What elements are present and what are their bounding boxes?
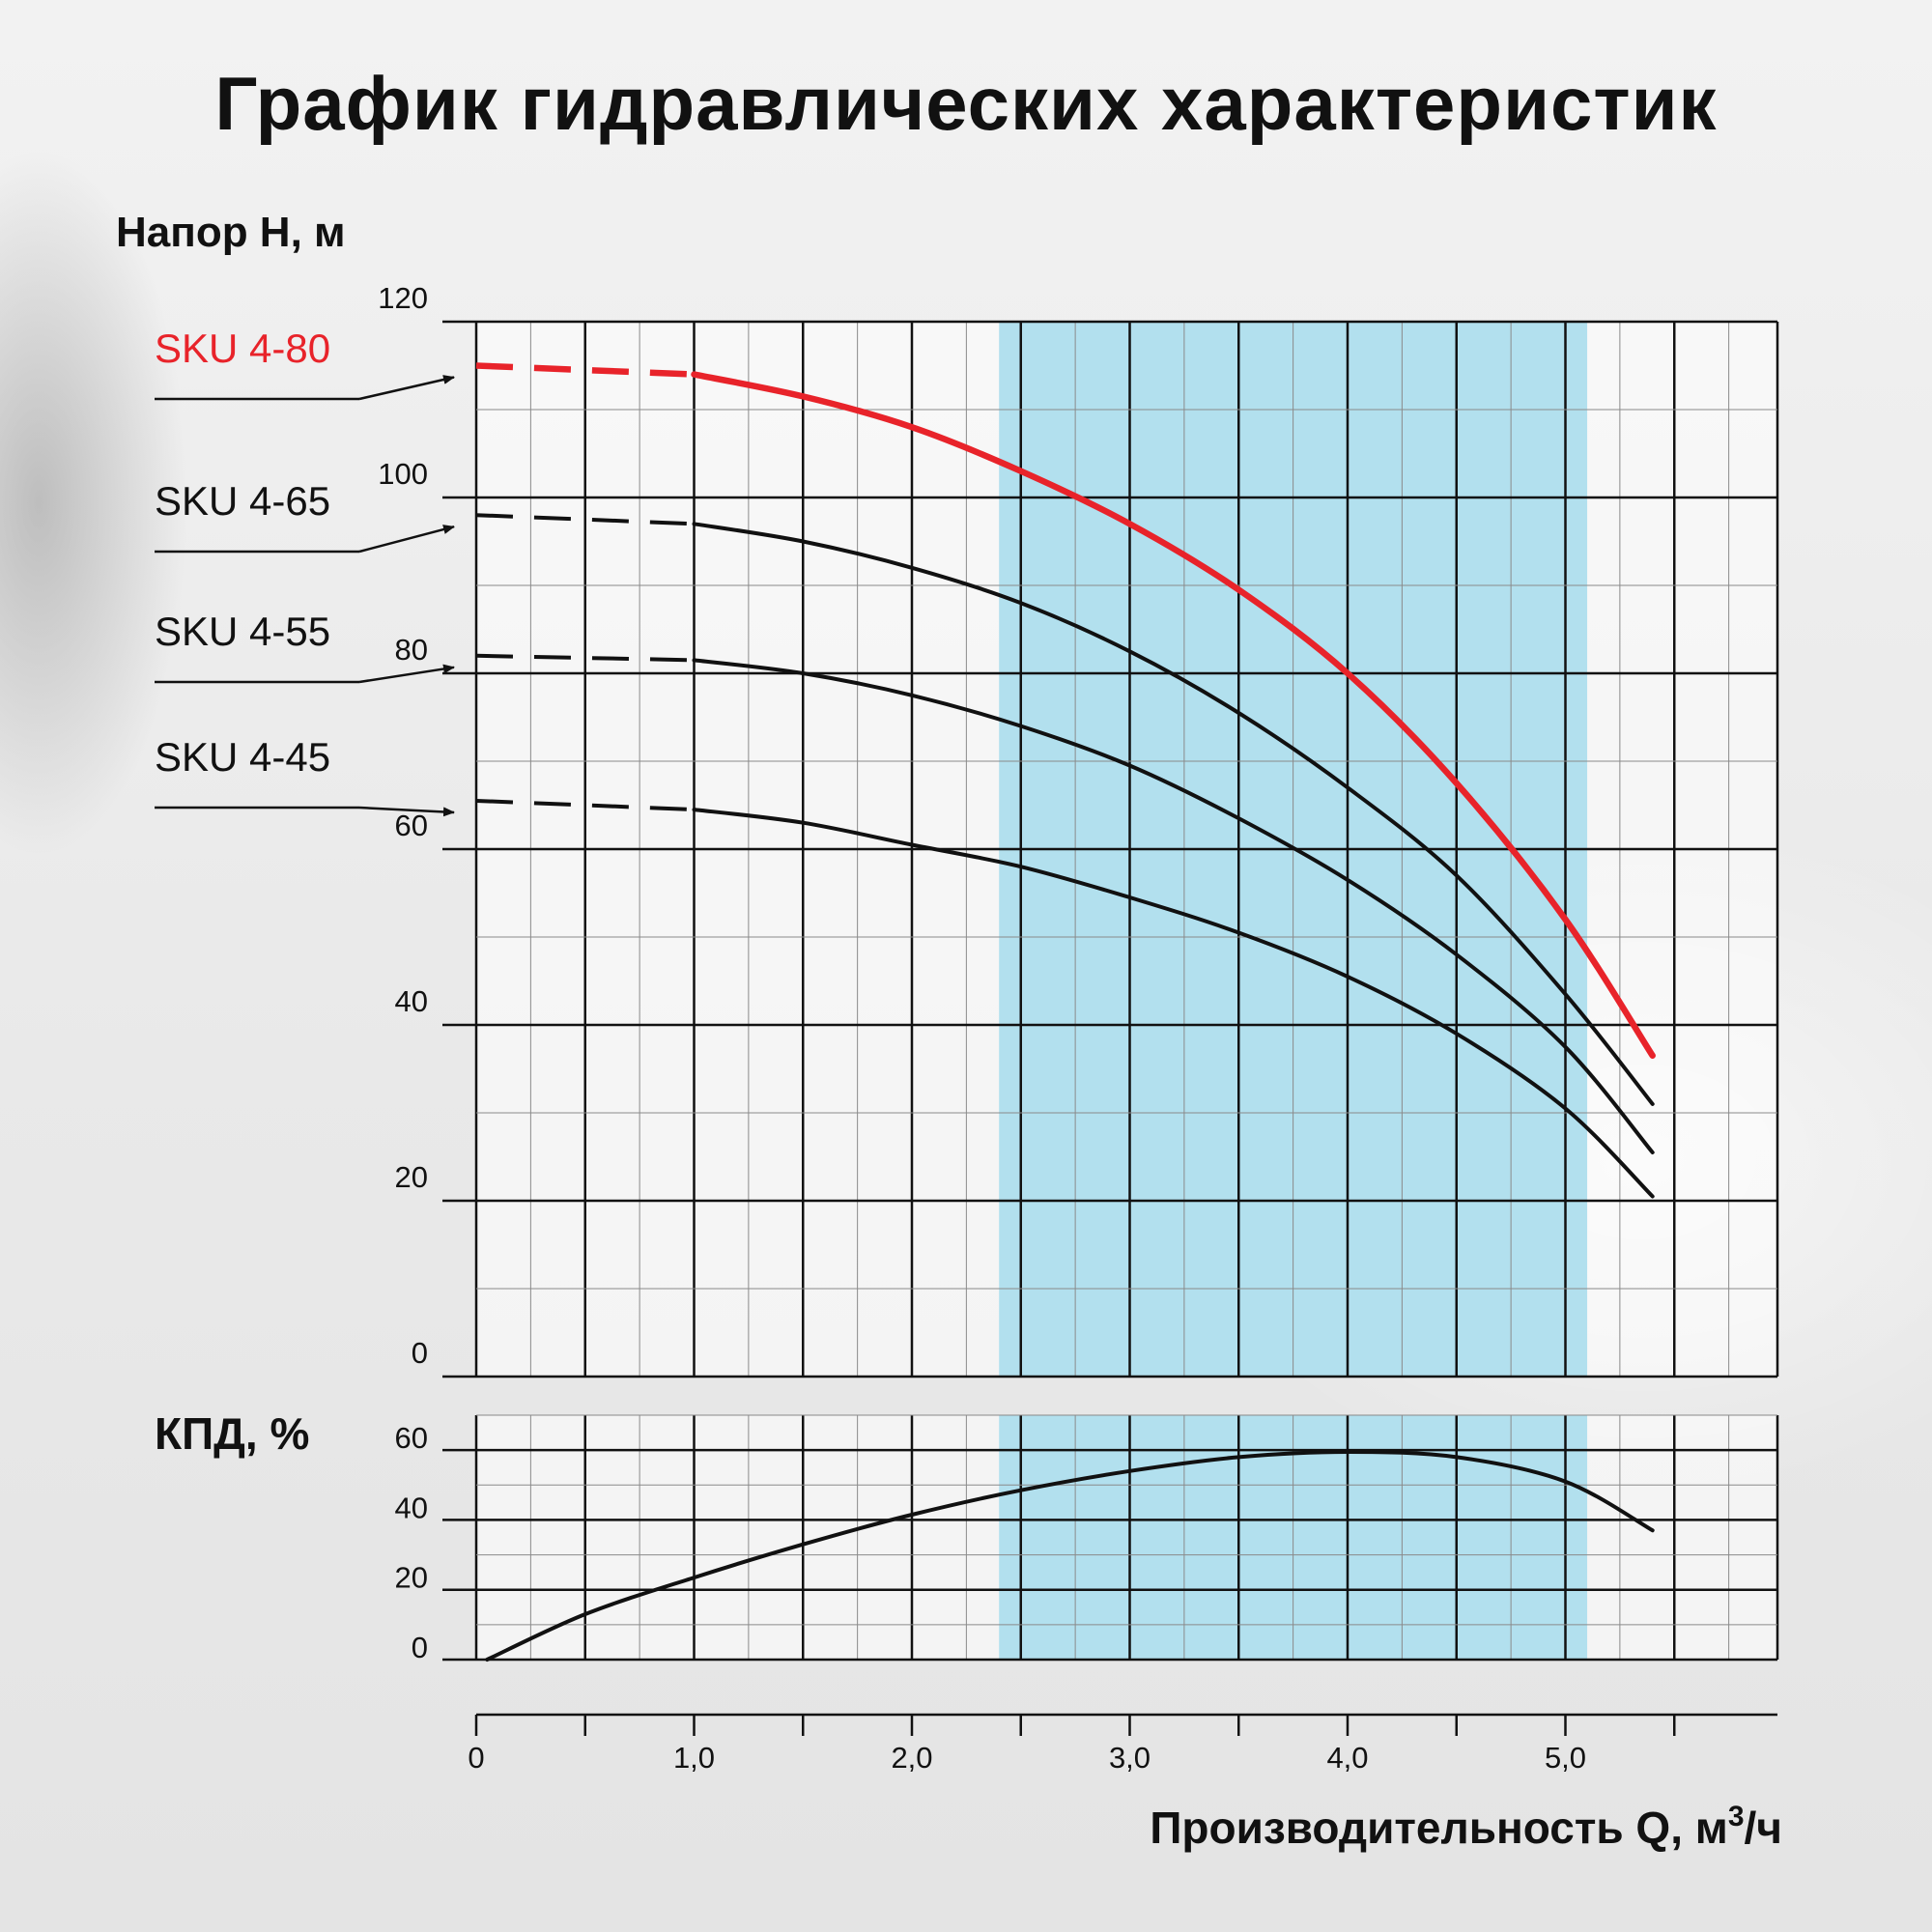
x-tick-label: 2,0 bbox=[891, 1741, 932, 1775]
x-tick-label: 4,0 bbox=[1326, 1741, 1368, 1775]
y-tick-label: 60 bbox=[395, 809, 428, 842]
series-dashed-segment bbox=[475, 653, 695, 663]
series-label: SKU 4-65 bbox=[155, 478, 330, 524]
series-dashed-segment bbox=[475, 798, 695, 812]
x-tick-label: 3,0 bbox=[1109, 1741, 1151, 1775]
y-tick-label: 20 bbox=[395, 1160, 428, 1194]
efficiency-y-tick-label: 40 bbox=[395, 1491, 428, 1524]
series-line bbox=[692, 808, 1655, 1199]
series-label-arrow bbox=[358, 525, 455, 554]
y-tick-label: 80 bbox=[395, 633, 428, 667]
y-axis-title: Напор H, м bbox=[116, 209, 346, 256]
x-axis-title-tail: /ч bbox=[1745, 1803, 1783, 1853]
series-line bbox=[691, 371, 1656, 1060]
x-tick-label: 0 bbox=[468, 1741, 484, 1775]
series-line bbox=[692, 522, 1655, 1106]
x-axis-title-superscript: 3 bbox=[1728, 1801, 1745, 1833]
series-label: SKU 4-55 bbox=[155, 609, 330, 654]
y-tick-label: 120 bbox=[378, 281, 428, 315]
efficiency-y-tick-label: 0 bbox=[412, 1631, 428, 1664]
efficiency-line bbox=[485, 1449, 1655, 1662]
series-label: SKU 4-80 bbox=[155, 326, 330, 371]
x-axis-title-text: Производительность Q, м bbox=[1150, 1803, 1727, 1853]
x-tick-label: 1,0 bbox=[673, 1741, 715, 1775]
efficiency-y-tick-label: 20 bbox=[395, 1561, 428, 1595]
series-dashed-segment bbox=[475, 362, 695, 378]
series-label: SKU 4-45 bbox=[155, 734, 330, 780]
efficiency-y-tick-label: 60 bbox=[395, 1421, 428, 1455]
series-line bbox=[692, 658, 1655, 1154]
x-axis-title: Производительность Q, м3/ч bbox=[1150, 1801, 1782, 1853]
y-tick-label: 100 bbox=[378, 457, 428, 491]
y-tick-label: 0 bbox=[412, 1336, 428, 1370]
y-tick-label: 40 bbox=[395, 984, 428, 1018]
series-label-arrow bbox=[358, 806, 455, 817]
series-label-arrow bbox=[358, 375, 455, 401]
x-tick-label: 5,0 bbox=[1545, 1741, 1586, 1775]
chart-title: График гидравлических характеристик bbox=[214, 61, 1718, 146]
efficiency-axis-title: КПД, % bbox=[155, 1408, 309, 1459]
series-label-arrow bbox=[358, 664, 455, 684]
series-dashed-segment bbox=[475, 513, 695, 526]
